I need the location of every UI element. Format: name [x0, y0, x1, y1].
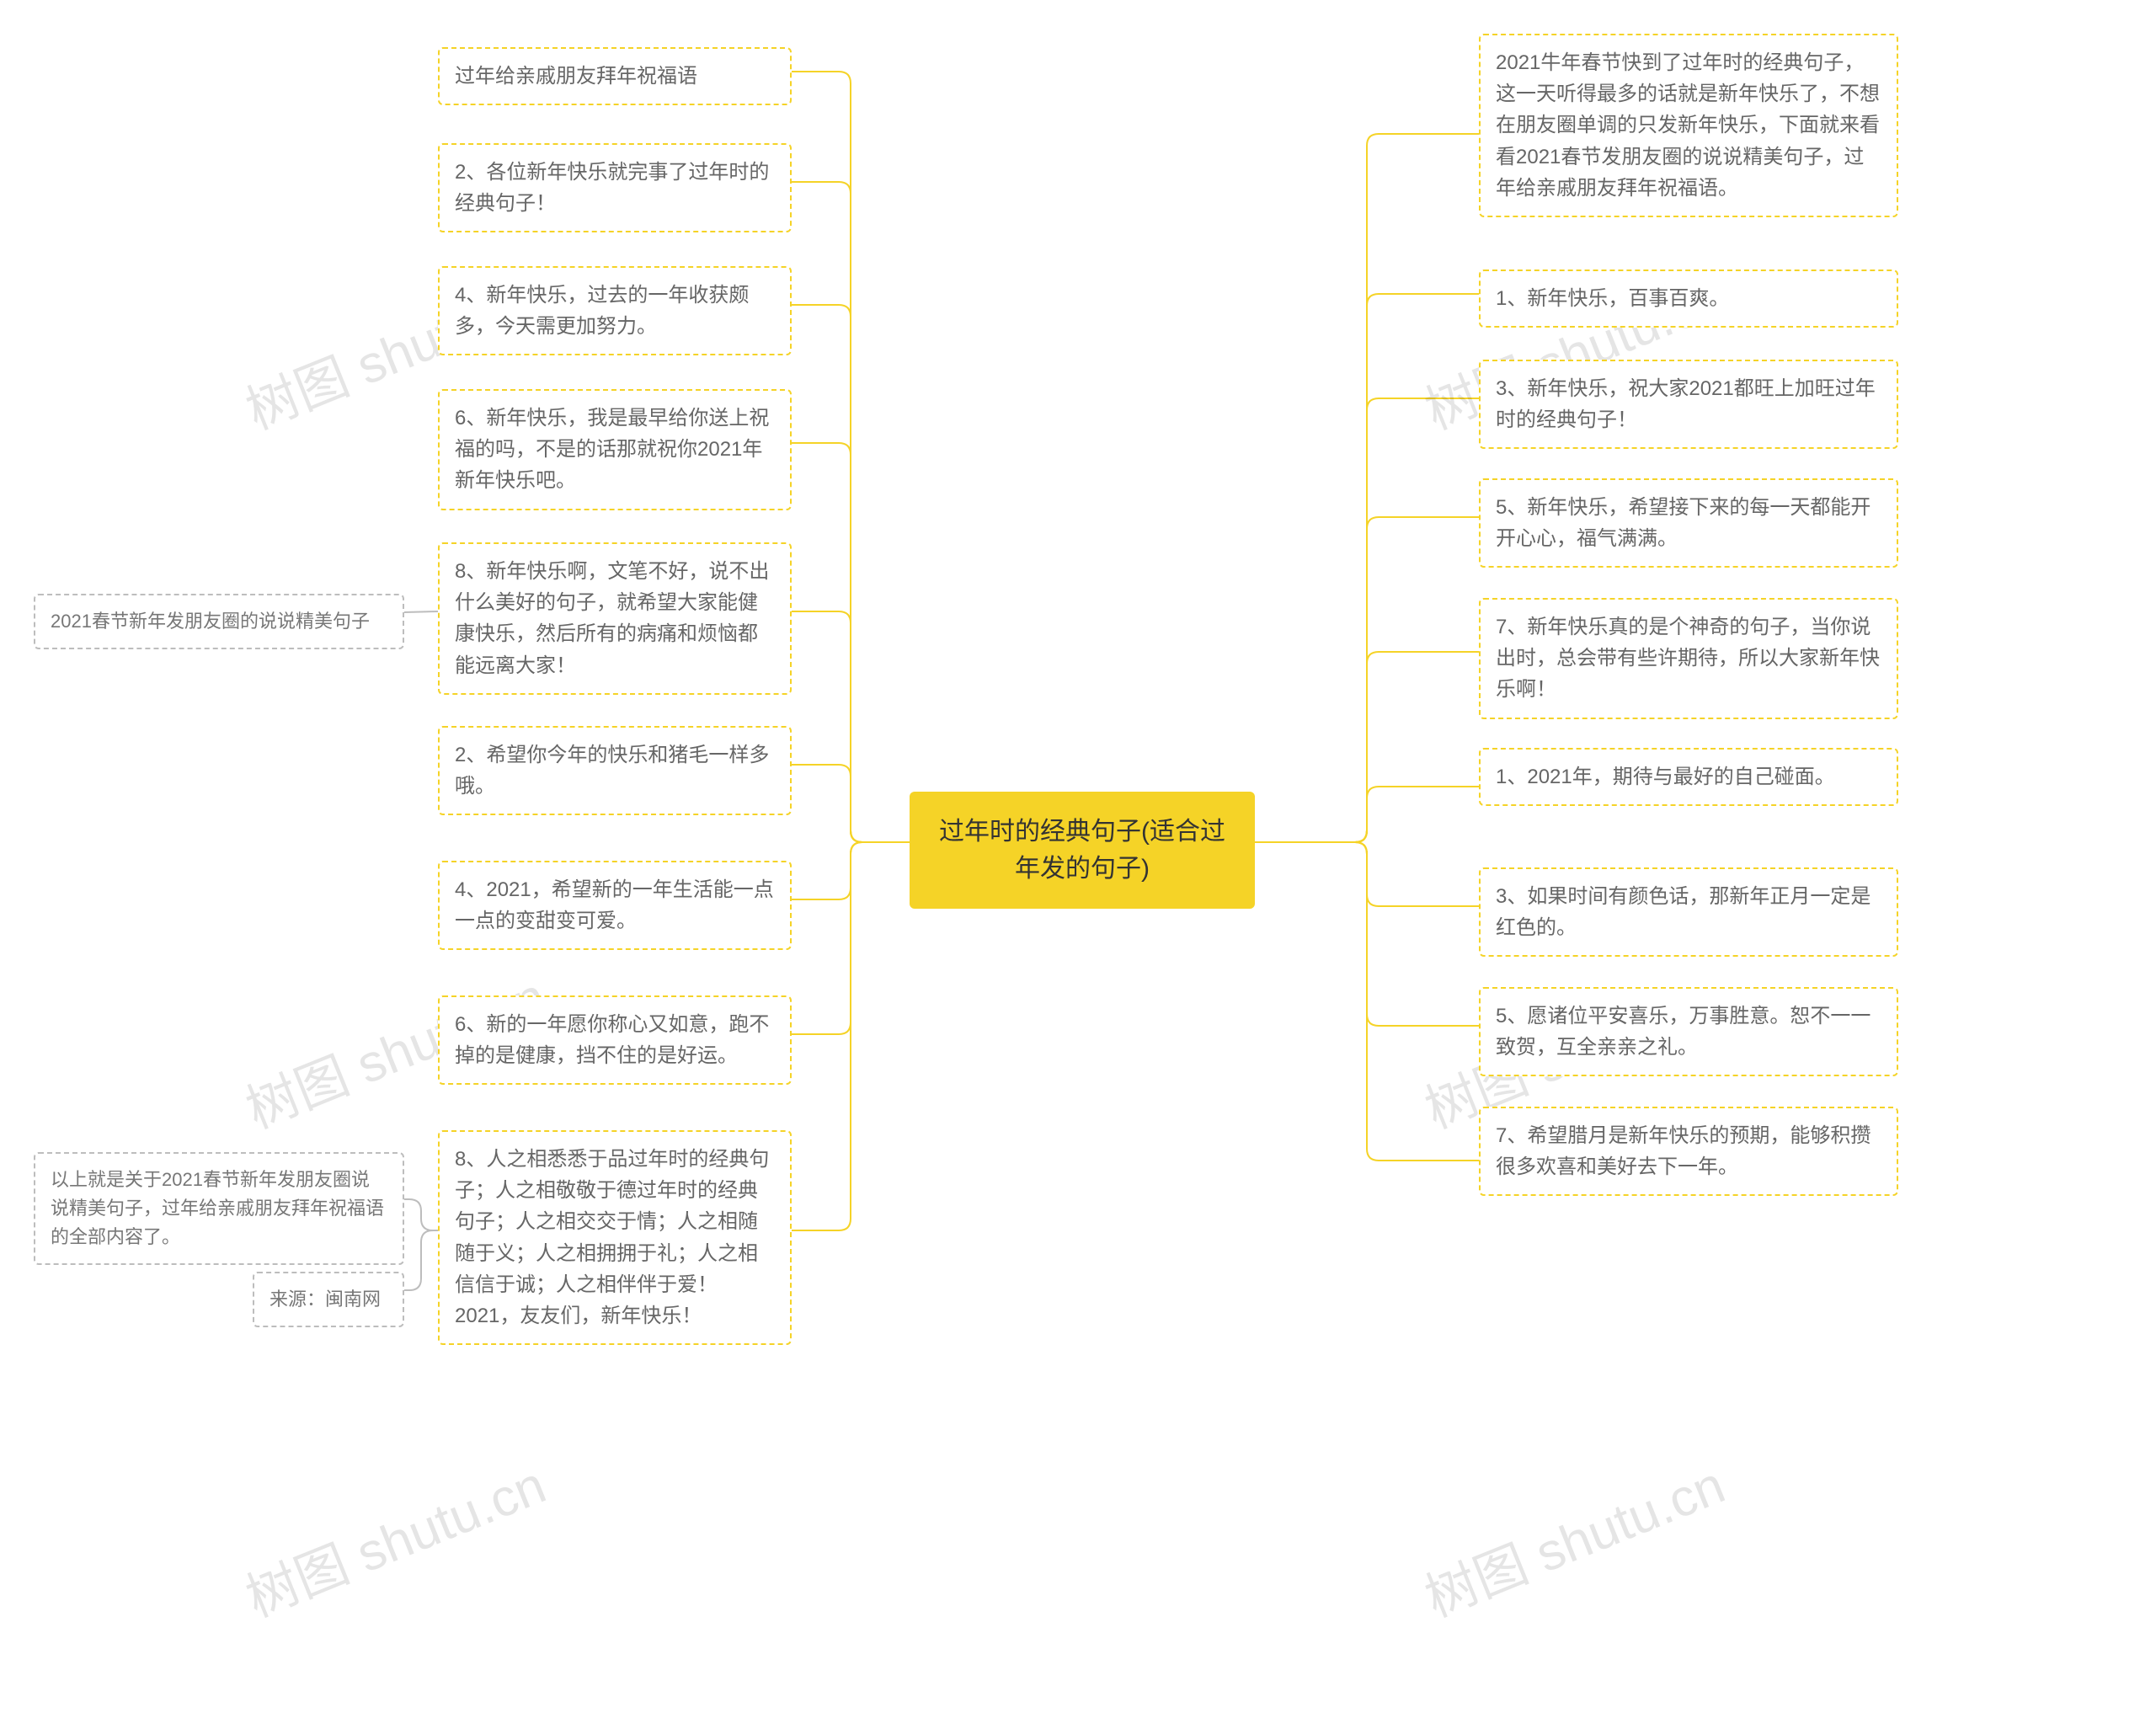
left-node[interactable]: 4、2021，希望新的一年生活能一点一点的变甜变可爱。 — [438, 861, 792, 950]
right-node[interactable]: 5、新年快乐，希望接下来的每一天都能开开心心，福气满满。 — [1479, 478, 1898, 568]
right-node[interactable]: 2021牛年春节快到了过年时的经典句子，这一天听得最多的话就是新年快乐了，不想在… — [1479, 34, 1898, 217]
sub-node[interactable]: 2021春节新年发朋友圈的说说精美句子 — [34, 594, 404, 649]
left-node[interactable]: 8、新年快乐啊，文笔不好，说不出什么美好的句子，就希望大家能健康快乐，然后所有的… — [438, 542, 792, 695]
left-node[interactable]: 6、新年快乐，我是最早给你送上祝福的吗，不是的话那就祝你2021年新年快乐吧。 — [438, 389, 792, 510]
left-node[interactable]: 2、各位新年快乐就完事了过年时的经典句子！ — [438, 143, 792, 232]
right-node[interactable]: 5、愿诸位平安喜乐，万事胜意。恕不一一致贺，互全亲亲之礼。 — [1479, 987, 1898, 1076]
right-node[interactable]: 7、希望腊月是新年快乐的预期，能够积攒很多欢喜和美好去下一年。 — [1479, 1107, 1898, 1196]
left-node[interactable]: 4、新年快乐，过去的一年收获颇多，今天需更加努力。 — [438, 266, 792, 355]
right-node[interactable]: 3、新年快乐，祝大家2021都旺上加旺过年时的经典句子！ — [1479, 360, 1898, 449]
left-node[interactable]: 6、新的一年愿你称心又如意，跑不掉的是健康，挡不住的是好运。 — [438, 995, 792, 1085]
right-node[interactable]: 1、新年快乐，百事百爽。 — [1479, 269, 1898, 328]
center-node[interactable]: 过年时的经典句子(适合过年发的句子) — [910, 792, 1255, 909]
left-node[interactable]: 8、人之相悉悉于品过年时的经典句子；人之相敬敬于德过年时的经典句子；人之相交交于… — [438, 1130, 792, 1345]
left-node[interactable]: 过年给亲戚朋友拜年祝福语 — [438, 47, 792, 105]
right-node[interactable]: 3、如果时间有颜色话，那新年正月一定是红色的。 — [1479, 867, 1898, 957]
left-node[interactable]: 2、希望你今年的快乐和猪毛一样多哦。 — [438, 726, 792, 815]
right-node[interactable]: 1、2021年，期待与最好的自己碰面。 — [1479, 748, 1898, 806]
sub-node[interactable]: 以上就是关于2021春节新年发朋友圈说说精美句子，过年给亲戚朋友拜年祝福语的全部… — [34, 1152, 404, 1265]
right-node[interactable]: 7、新年快乐真的是个神奇的句子，当你说出时，总会带有些许期待，所以大家新年快乐啊… — [1479, 598, 1898, 719]
watermark: 树图 shutu.cn — [1412, 1443, 1734, 1631]
watermark: 树图 shutu.cn — [233, 1443, 555, 1631]
sub-node[interactable]: 来源：闽南网 — [253, 1272, 404, 1327]
